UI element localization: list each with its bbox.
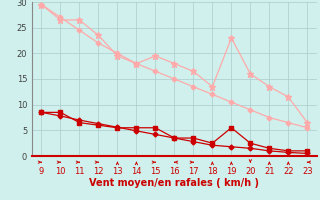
- X-axis label: Vent moyen/en rafales ( km/h ): Vent moyen/en rafales ( km/h ): [89, 178, 260, 188]
